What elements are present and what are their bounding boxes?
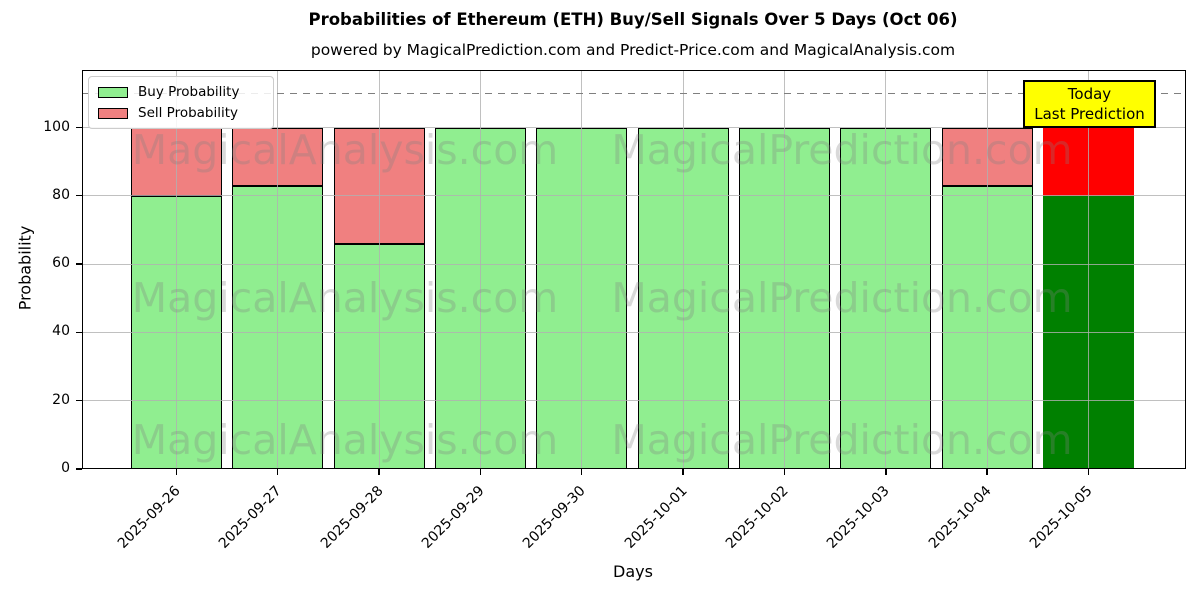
x-tick-mark xyxy=(276,469,279,475)
x-tick-mark xyxy=(378,469,380,475)
v-gridline xyxy=(581,70,583,469)
x-tick-label: 2025-09-28 xyxy=(317,483,387,552)
watermark-text: MagicalAnalysis.com xyxy=(131,416,559,464)
h-gridline xyxy=(82,331,1186,333)
today-annotation-line1: Today xyxy=(1067,85,1112,103)
y-tick-mark xyxy=(76,263,82,265)
x-tick-label: 2025-10-03 xyxy=(824,483,894,552)
chart-subtitle: powered by MagicalPrediction.com and Pre… xyxy=(310,41,956,59)
h-gridline xyxy=(82,127,1186,128)
v-gridline xyxy=(378,70,380,469)
watermark-text: MagicalAnalysis.com xyxy=(131,126,559,174)
threshold-dashed-line xyxy=(82,92,1186,95)
y-tick-label: 40 xyxy=(52,323,70,340)
watermark-text: MagicalPrediction.com xyxy=(611,274,1073,322)
x-axis-label: Days xyxy=(613,562,653,581)
v-gridline xyxy=(783,70,785,469)
y-tick-label: 0 xyxy=(61,460,70,476)
sell-probability-swatch xyxy=(98,107,128,119)
y-tick-mark xyxy=(76,331,82,334)
legend-item-sell: Sell Probability xyxy=(98,105,264,121)
legend: Buy Probability Sell Probability xyxy=(88,76,274,129)
h-gridline xyxy=(82,195,1186,197)
y-tick-label: 20 xyxy=(52,391,70,408)
v-gridline xyxy=(1088,70,1090,469)
legend-item-buy: Buy Probability xyxy=(98,84,264,100)
h-gridline xyxy=(82,263,1186,265)
x-tick-label: 2025-09-26 xyxy=(114,483,184,552)
x-tick-mark xyxy=(783,469,786,475)
x-tick-label: 2025-09-29 xyxy=(418,483,488,552)
buy-probability-swatch xyxy=(98,86,128,98)
watermark-text: MagicalPrediction.com xyxy=(611,416,1073,464)
v-gridline xyxy=(277,70,279,469)
y-tick-mark xyxy=(76,400,82,402)
chart-title: Probabilities of Ethereum (ETH) Buy/Sell… xyxy=(308,10,958,29)
v-gridline xyxy=(682,70,684,469)
x-tick-mark xyxy=(175,469,177,475)
today-annotation: Today Last Prediction xyxy=(1023,80,1156,128)
x-tick-label: 2025-09-27 xyxy=(216,483,285,552)
y-tick-label: 60 xyxy=(52,255,70,272)
y-tick-mark xyxy=(76,126,82,129)
y-tick-mark xyxy=(76,195,82,197)
legend-label-buy: Buy Probability xyxy=(138,84,240,100)
v-gridline xyxy=(175,70,177,469)
x-tick-label: 2025-10-05 xyxy=(1027,483,1096,552)
x-tick-mark xyxy=(986,469,988,475)
y-tick-label: 80 xyxy=(52,186,70,203)
x-tick-label: 2025-09-30 xyxy=(520,483,590,552)
y-tick-label: 100 xyxy=(43,118,70,135)
watermark-text: MagicalAnalysis.com xyxy=(131,274,559,322)
v-gridline xyxy=(479,70,481,469)
x-tick-mark xyxy=(885,469,887,475)
y-tick-mark xyxy=(76,468,82,470)
v-gridline xyxy=(986,70,988,469)
x-tick-label: 2025-10-04 xyxy=(925,483,995,552)
watermark-text: MagicalPrediction.com xyxy=(611,126,1073,174)
x-tick-mark xyxy=(479,469,482,475)
h-gridline xyxy=(82,400,1186,402)
v-gridline xyxy=(885,70,887,469)
legend-label-sell: Sell Probability xyxy=(138,105,239,121)
x-tick-mark xyxy=(581,469,583,475)
x-tick-label: 2025-10-01 xyxy=(621,483,691,552)
x-tick-mark xyxy=(1087,469,1090,475)
x-tick-mark xyxy=(682,469,684,475)
today-annotation-line2: Last Prediction xyxy=(1034,105,1145,123)
x-tick-label: 2025-10-02 xyxy=(722,483,792,552)
